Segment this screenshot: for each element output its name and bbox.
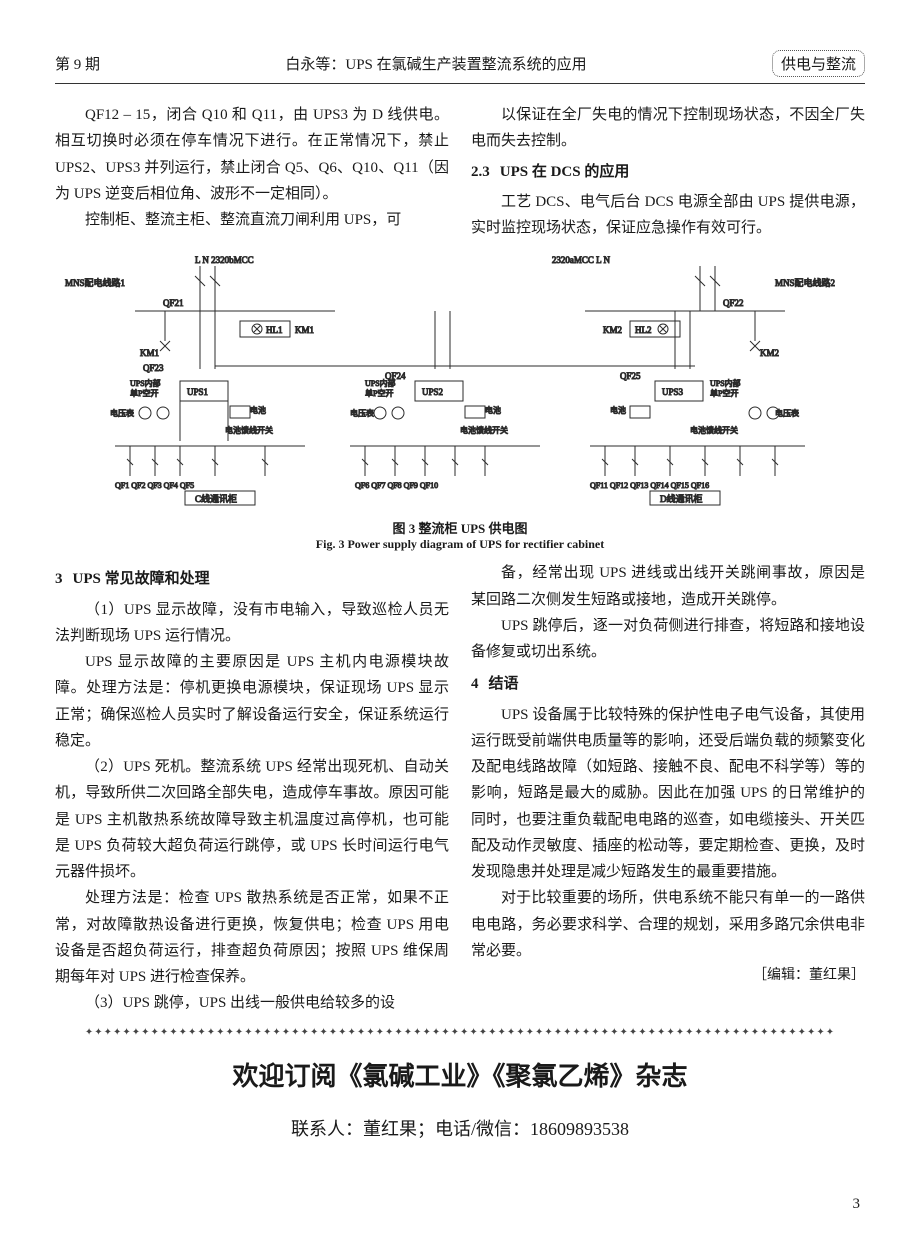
para: （2）UPS 死机。整流系统 UPS 经常出现死机、自动关机，导致所供二次回路全… [55,754,449,885]
subsection-2-3: 2.3 UPS 在 DCS 的应用 [471,159,865,185]
section-badge: 供电与整流 [772,50,865,77]
svg-qfrow2: QF6 QF7 QF8 QF9 QF10 [355,481,438,490]
svg-ups2: UPS2 [422,387,443,397]
para: UPS 跳停后，逐一对负荷侧进行排查，将短路和接地设备修复或切出系统。 [471,613,865,666]
svg-qf23: QF23 [143,363,164,373]
svg-km2-text: KM2 [603,325,622,335]
section-num: 4 [471,676,479,692]
advert-title: 欢迎订阅《氯碱工业》《聚氯乙烯》杂志 [55,1056,865,1093]
svg-text:单P空开: 单P空开 [710,388,738,398]
running-title: 白永等：UPS 在氯碱生产装置整流系统的应用 [100,53,772,74]
para: 工艺 DCS、电气后台 DCS 电源全部由 UPS 提供电源，实时监控现场状态，… [471,189,865,242]
svg-batt3: 电池 [610,405,626,415]
figure-3: L N 2320bMCC MNS配电线路1 QF21 HL1 KM1 2320a… [55,251,865,552]
circuit-diagram-svg: L N 2320bMCC MNS配电线路1 QF21 HL1 KM1 2320a… [55,251,865,511]
lower-content: 3 UPS 常见故障和处理 （1）UPS 显示故障，没有市电输入，导致巡检人员无法… [55,560,865,1016]
para: 对于比较重要的场所，供电系统不能只有单一的一路供电电路，务必要求科学、合理的规划… [471,885,865,964]
figure-caption-en: Fig. 3 Power supply diagram of UPS for r… [55,537,865,552]
svg-batt2: 电池 [485,405,501,415]
svg-hl2: HL2 [635,325,652,335]
para: UPS 显示故障的主要原因是 UPS 主机内电源模块故障。处理方法是：停机更换电… [55,649,449,754]
para: 备，经常出现 UPS 进线或出线开关跳闸事故，原因是某回路二次侧发生短路或接地，… [471,560,865,613]
para: 处理方法是：检查 UPS 散热系统是否正常，如果不正常，对故障散热设备进行更换，… [55,885,449,990]
svg-label-ln2: 2320aMCC L N [552,255,611,265]
page-header: 第 9 期 白永等：UPS 在氯碱生产装置整流系统的应用 供电与整流 [55,50,865,84]
svg-ups3: UPS3 [662,387,684,397]
svg-label-mns2: MNS配电线路2 [775,277,835,288]
top-right-col: 以保证在全厂失电的情况下控制现场状态，不因全厂失电而失去控制。 2.3 UPS 在… [471,102,865,241]
advert-contact: 联系人：董红果；电话/微信：18609893538 [55,1115,865,1141]
top-content: QF12 – 15，闭合 Q10 和 Q11，由 UPS3 为 D 线供电。相互… [55,102,865,241]
svg-battsw2: 电池馈线开关 [460,425,508,435]
para: （1）UPS 显示故障，没有市电输入，导致巡检人员无法判断现场 UPS 运行情况… [55,597,449,650]
lower-left-col: 3 UPS 常见故障和处理 （1）UPS 显示故障，没有市电输入，导致巡检人员无法… [55,560,449,1016]
svg-dcab: D线通讯柜 [660,493,703,504]
section-title-text: UPS 常见故障和处理 [73,571,210,587]
para: （3）UPS 跳停，UPS 出线一般供电给较多的设 [55,990,449,1016]
svg-qf25: QF25 [620,371,641,381]
svg-ccab: C线通讯柜 [195,493,237,504]
para: UPS 设备属于比较特殊的保护性电子电气设备，其使用运行既受前端供电质量等的影响… [471,702,865,886]
svg-km1: KM1 [140,348,159,358]
svg-label-mns1: MNS配电线路1 [65,277,125,288]
lower-right-col: 备，经常出现 UPS 进线或出线开关跳闸事故，原因是某回路二次侧发生短路或接地，… [471,560,865,1016]
svg-volt2: 电压表 [350,408,374,418]
svg-km1-text: KM1 [295,325,314,335]
para: 控制柜、整流主柜、整流直流刀闸利用 UPS，可 [55,207,449,233]
svg-label-ln1: L N 2320bMCC [195,255,254,265]
svg-text:UPS内部: UPS内部 [130,378,161,388]
svg-battsw3: 电池馈线开关 [690,425,738,435]
editor-note: ［编辑：董红果］ [471,964,865,989]
svg-text:单P空开: 单P空开 [365,388,393,398]
issue-label: 第 9 期 [55,53,100,74]
svg-qfrow3: QF11 QF12 QF13 QF14 QF15 QF16 [590,481,709,490]
svg-qf22: QF22 [723,298,744,308]
svg-volt1: 电压表 [110,408,134,418]
svg-hl1: HL1 [266,325,283,335]
svg-text:UPS内部: UPS内部 [710,378,741,388]
section-title-text: 结语 [489,676,519,692]
svg-batt1: 电池 [250,405,266,415]
para: QF12 – 15，闭合 Q10 和 Q11，由 UPS3 为 D 线供电。相互… [55,102,449,207]
svg-battsw1: 电池馈线开关 [225,425,273,435]
svg-qf21: QF21 [163,298,184,308]
section-3-heading: 3 UPS 常见故障和处理 [55,566,449,592]
figure-caption-cn: 图 3 整流柜 UPS 供电图 [55,518,865,537]
page-number: 3 [853,1196,861,1213]
svg-ups1: UPS1 [187,387,208,397]
subsection-title: UPS 在 DCS 的应用 [500,164,630,180]
svg-km2: KM2 [760,348,779,358]
top-left-col: QF12 – 15，闭合 Q10 和 Q11，由 UPS3 为 D 线供电。相互… [55,102,449,241]
svg-text:UPS内部: UPS内部 [365,378,396,388]
decorative-divider: ✦✦✦✦✦✦✦✦✦✦✦✦✦✦✦✦✦✦✦✦✦✦✦✦✦✦✦✦✦✦✦✦✦✦✦✦✦✦✦✦… [55,1027,865,1038]
subsection-num: 2.3 [471,164,490,180]
para: 以保证在全厂失电的情况下控制现场状态，不因全厂失电而失去控制。 [471,102,865,155]
section-num: 3 [55,571,63,587]
section-4-heading: 4 结语 [471,671,865,697]
svg-text:单P空开: 单P空开 [130,388,158,398]
svg-qfrow1: QF1 QF2 QF3 QF4 QF5 [115,481,194,490]
